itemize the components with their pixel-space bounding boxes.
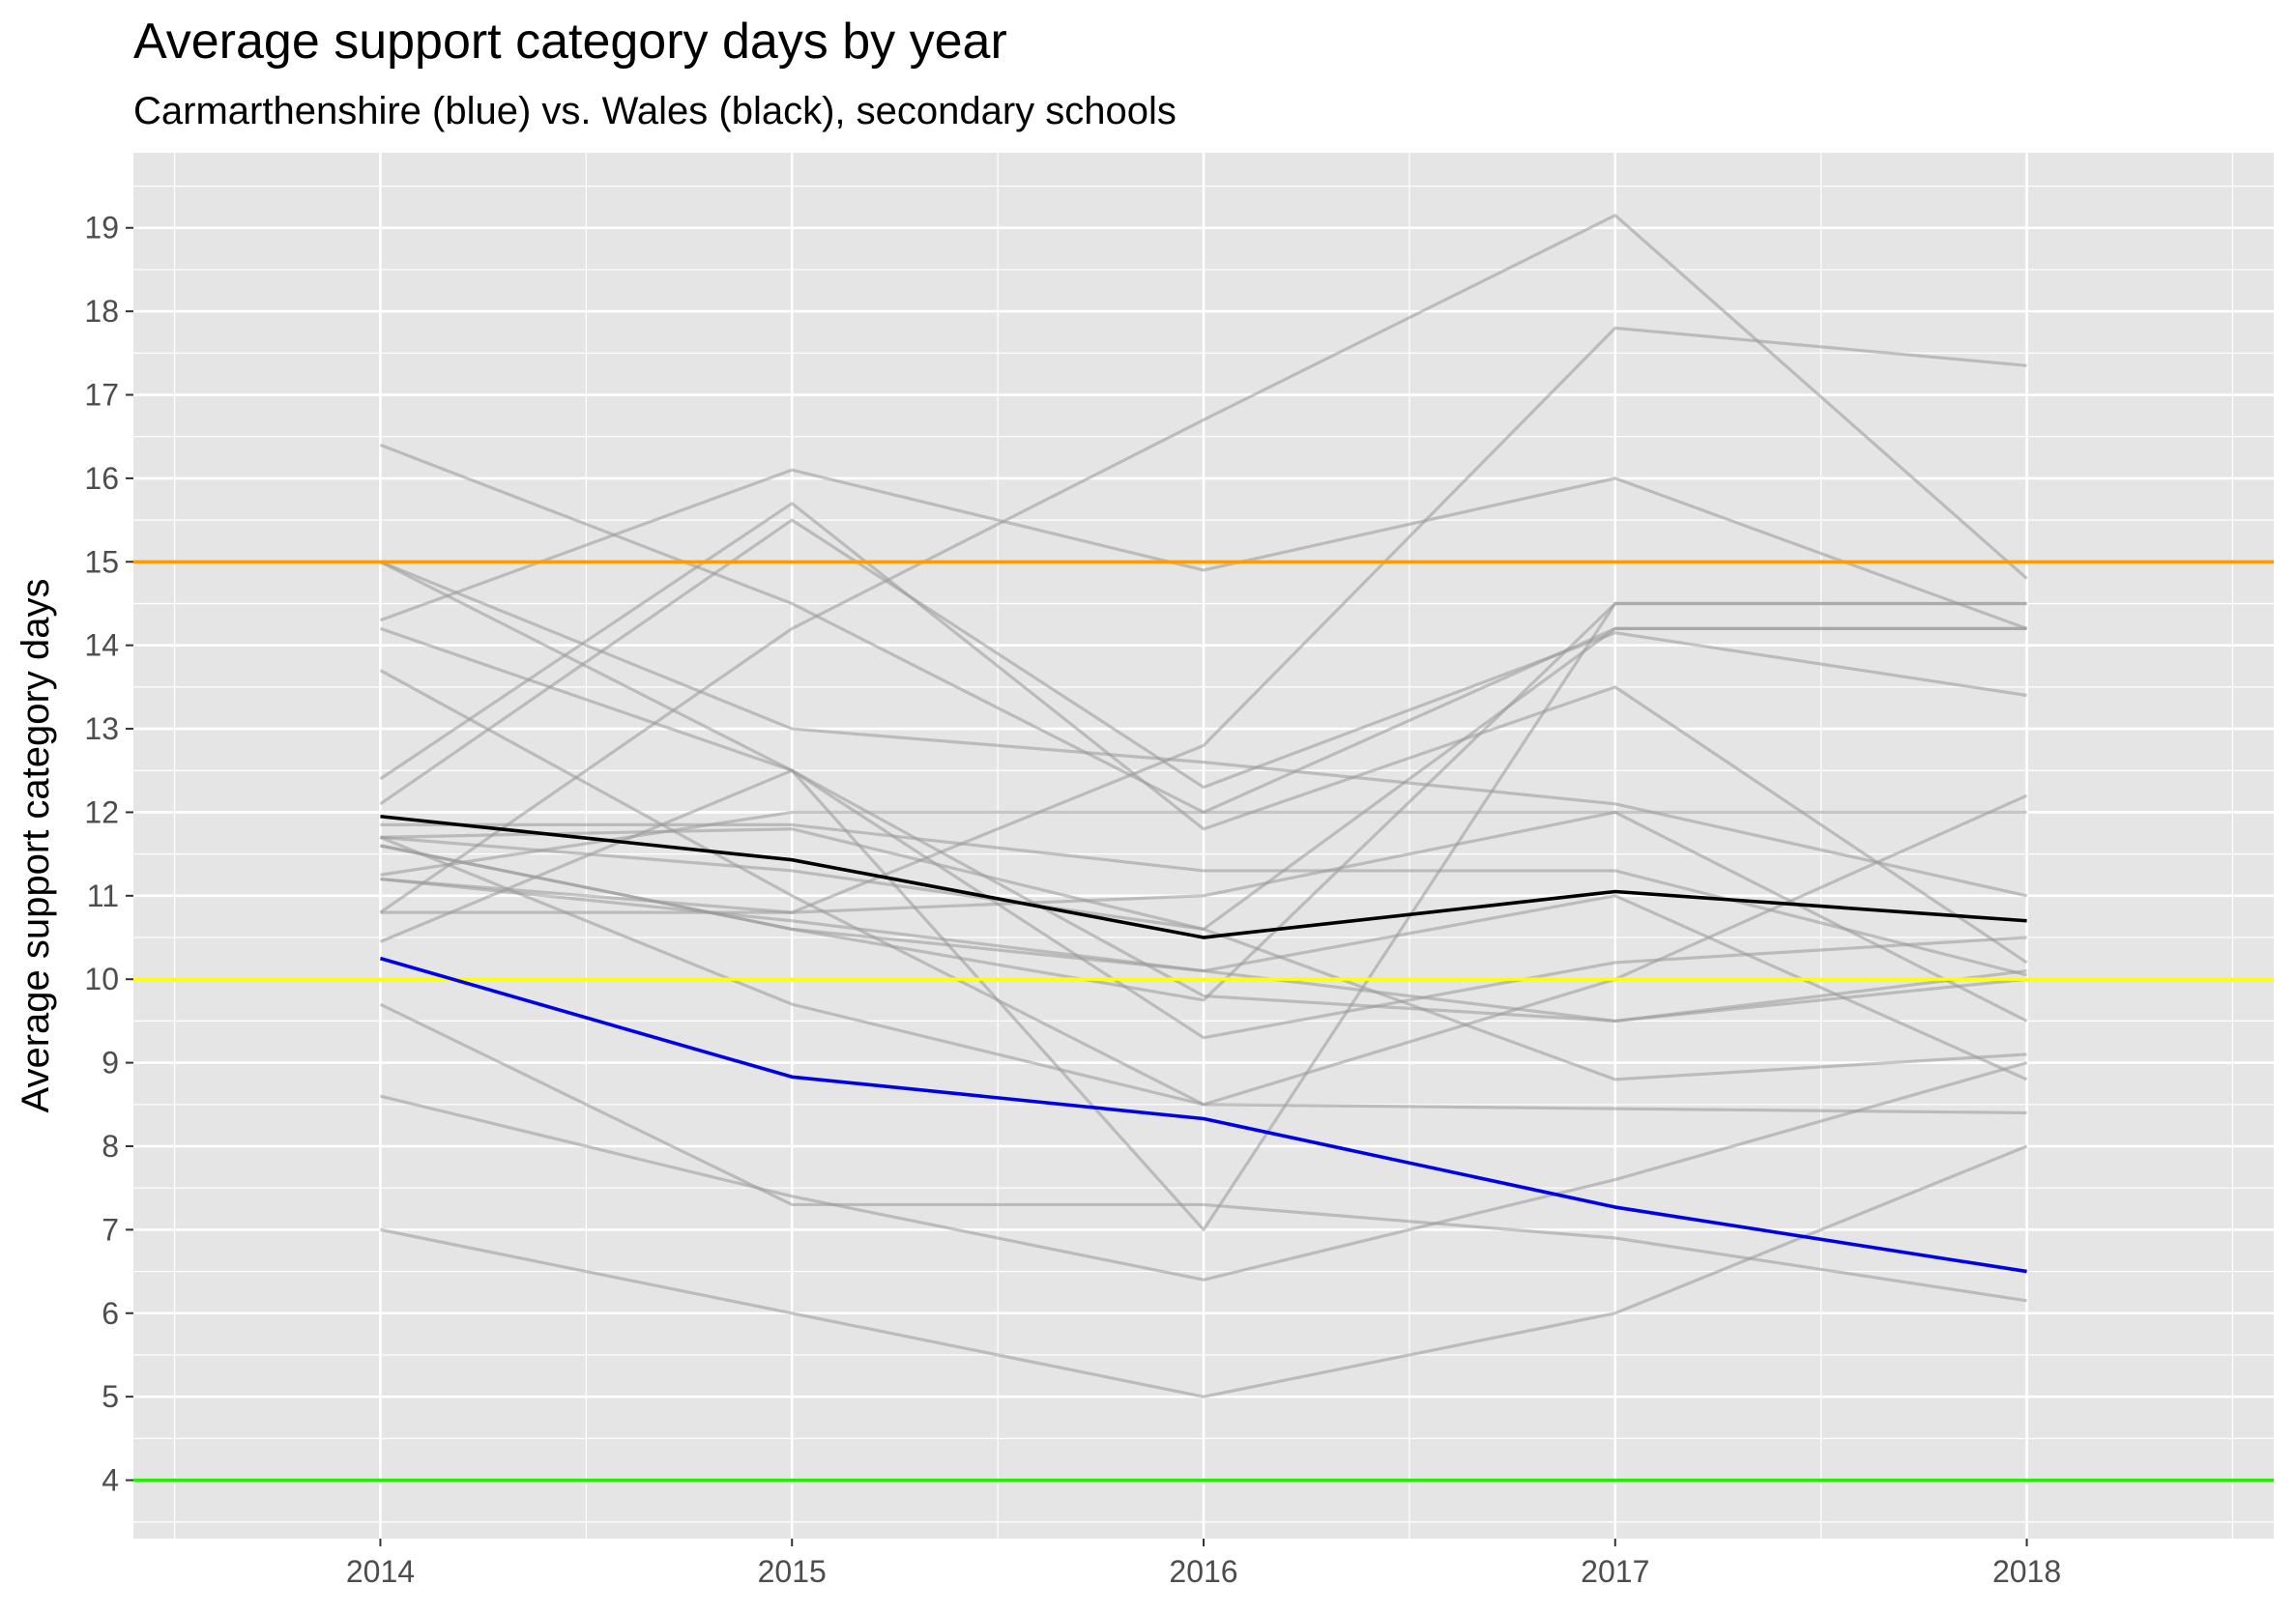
carmarthenshire-line	[379, 956, 2027, 1274]
x-axis: 2014 2015 2016 2017 2018	[346, 1539, 2061, 1589]
y-tick-label: 13	[84, 711, 119, 746]
school-line	[380, 1144, 2028, 1398]
y-tick-label: 17	[84, 378, 119, 413]
highlighted-series-group	[379, 814, 2027, 1274]
x-tick-label: 2018	[1992, 1554, 2061, 1589]
y-tick-label: 5	[102, 1379, 119, 1414]
x-tick-label: 2016	[1169, 1554, 1237, 1589]
school-series-group	[379, 214, 2028, 1398]
school-line	[380, 326, 2027, 914]
y-tick-label: 6	[102, 1296, 119, 1331]
y-tick-label: 11	[87, 879, 119, 913]
threshold-lines	[133, 560, 2274, 1483]
school-line	[379, 835, 2027, 1115]
x-tick-label: 2017	[1581, 1554, 1649, 1589]
school-line	[379, 768, 2027, 1023]
school-line	[379, 214, 2028, 914]
school-line	[379, 560, 2027, 898]
school-line	[380, 822, 2027, 977]
y-axis-title: Average support category days	[15, 579, 57, 1113]
wales-line	[380, 814, 2027, 939]
school-line	[379, 502, 2028, 965]
y-tick-label: 18	[84, 294, 119, 329]
y-tick-label: 19	[84, 211, 119, 245]
y-tick-label: 16	[84, 461, 119, 496]
chart-subtitle: Carmarthenshire (blue) vs. Wales (black)…	[133, 90, 1177, 132]
school-line	[380, 1061, 2027, 1282]
y-axis: 4 5 6 7 8 9 10 11 12 13 14 15 16 17 18 19	[84, 211, 133, 1498]
school-line	[379, 518, 2027, 806]
chart-title: Average support category days by year	[133, 14, 1007, 70]
school-line	[379, 468, 2028, 630]
y-tick-label: 14	[84, 628, 119, 663]
x-tick-label: 2015	[758, 1554, 827, 1589]
school-line	[380, 626, 2027, 931]
y-tick-label: 15	[84, 544, 119, 579]
y-tick-label: 4	[102, 1463, 119, 1498]
y-tick-label: 12	[84, 794, 119, 829]
school-line	[379, 560, 2027, 1040]
y-tick-label: 9	[102, 1046, 119, 1081]
y-tick-label: 8	[102, 1129, 119, 1164]
x-tick-label: 2014	[346, 1554, 415, 1589]
y-tick-label: 10	[84, 962, 119, 996]
y-tick-label: 7	[102, 1212, 119, 1247]
school-line	[380, 844, 2028, 1081]
